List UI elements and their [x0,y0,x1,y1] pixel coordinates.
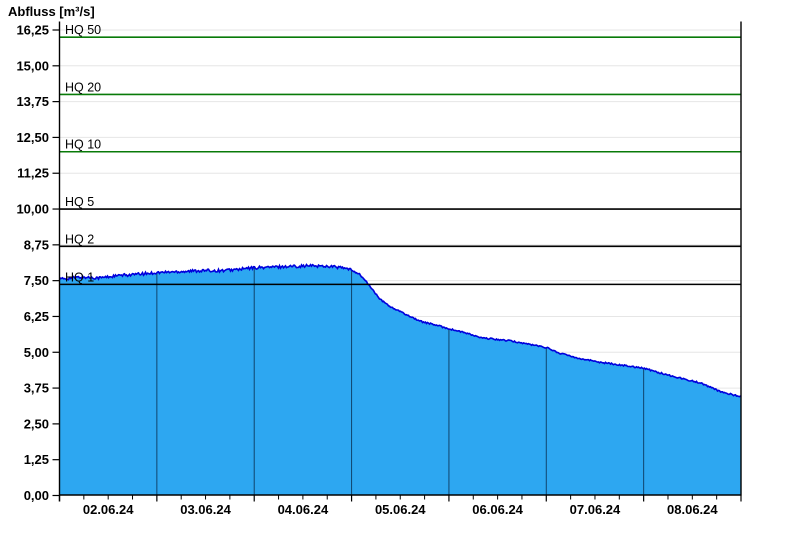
y-tick-label: 5,00 [24,345,49,360]
hq-1-label: HQ 1 [65,270,94,284]
y-tick-label: 11,25 [17,166,49,181]
y-tick-label: 15,00 [16,58,49,73]
x-tick-label: 07.06.24 [570,502,621,517]
hq-2-label: HQ 2 [65,232,94,246]
x-tick-label: 06.06.24 [472,502,523,517]
y-tick-label: 2,50 [24,416,49,431]
x-tick-label: 05.06.24 [375,502,426,517]
hq-10-label: HQ 10 [65,138,101,152]
discharge-line [58,263,742,398]
y-tick-label: 7,50 [24,273,49,288]
hq-20-label: HQ 20 [65,80,101,94]
x-tick-label: 02.06.24 [83,502,134,517]
chart-title: Abfluss [m³/s] [8,4,95,19]
discharge-area [59,264,742,495]
y-tick-label: 13,75 [16,94,49,109]
y-tick-label: 12,50 [16,130,49,145]
y-tick-label: 10,00 [16,202,49,217]
x-tick-label: 08.06.24 [667,502,718,517]
x-tick-label: 03.06.24 [180,502,231,517]
y-tick-label: 3,75 [24,381,49,396]
x-tick-label: 04.06.24 [278,502,329,517]
hq-5-label: HQ 5 [65,195,94,209]
hq-50-label: HQ 50 [65,23,101,37]
y-tick-label: 1,25 [24,452,49,467]
y-tick-label: 0,00 [24,488,49,503]
y-tick-label: 8,75 [24,237,49,252]
y-tick-label: 6,25 [24,309,49,324]
y-tick-label: 16,25 [16,23,49,38]
